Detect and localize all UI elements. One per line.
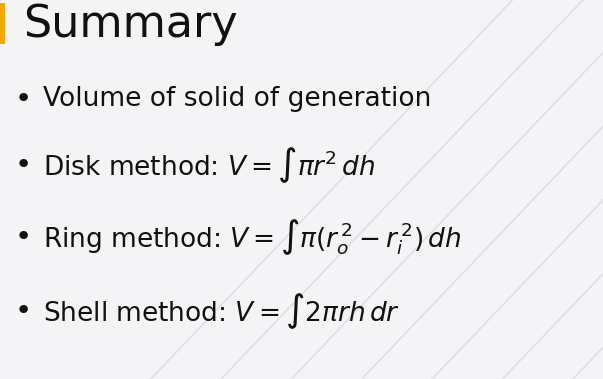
Text: •: • (15, 85, 33, 113)
Text: Volume of solid of generation: Volume of solid of generation (43, 86, 432, 111)
Text: •: • (15, 223, 33, 251)
Text: Summary: Summary (23, 3, 238, 46)
Text: Shell method: $V = \int 2\pi r h\,dr$: Shell method: $V = \int 2\pi r h\,dr$ (43, 291, 400, 330)
Text: Disk method: $V = \int \pi r^2\,dh$: Disk method: $V = \int \pi r^2\,dh$ (43, 145, 376, 185)
Text: •: • (15, 297, 33, 325)
Bar (0, 3, 5, 44)
Text: Ring method: $V = \int \pi(r_o^{\,2} - r_i^{\,2})\,dh$: Ring method: $V = \int \pi(r_o^{\,2} - r… (43, 217, 462, 257)
Text: •: • (15, 151, 33, 179)
